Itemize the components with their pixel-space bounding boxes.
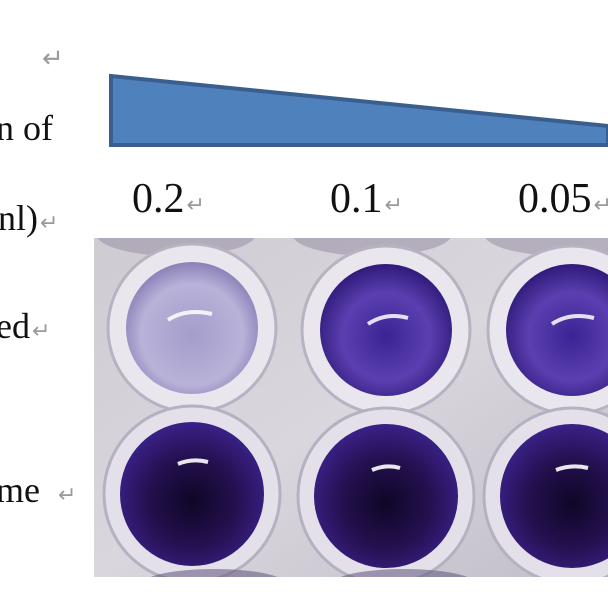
concentration-value: 0.1 [330, 176, 383, 222]
paragraph-mark: ↵ [57, 483, 77, 508]
well-mid [506, 264, 608, 396]
paragraph-mark: ↵ [384, 193, 403, 218]
paragraph-mark: ↵ [40, 211, 59, 236]
paragraph-mark: ↵ [186, 193, 205, 218]
row-label-2: nl)↵ [0, 198, 58, 244]
concentration-label-3: 0.05↵ [518, 176, 608, 229]
well-highlight [550, 314, 595, 326]
partial-well [340, 569, 468, 577]
well-dark [314, 424, 458, 568]
well-highlight [177, 458, 209, 466]
wedge-shape [109, 73, 608, 147]
paragraph-mark: ↵ [593, 193, 608, 218]
partial-well [150, 569, 278, 577]
concentration-label-2: 0.1↵ [330, 176, 403, 229]
row-label-4: me ↵ [0, 470, 76, 516]
well-pale [126, 262, 258, 394]
well-plate-photo [94, 238, 608, 577]
well-highlight [555, 464, 589, 472]
row-label-3: ed↵ [0, 306, 50, 352]
well-highlight [371, 464, 401, 472]
concentration-value: 0.05 [518, 176, 592, 222]
well-dark [500, 424, 608, 568]
concentration-wedge [109, 73, 608, 147]
row-label-1-text: n of [0, 108, 53, 148]
concentration-value: 0.2 [132, 176, 185, 222]
well-dark [120, 422, 264, 566]
row-label-2-text: nl) [0, 198, 38, 238]
row-label-3-text: ed [0, 306, 30, 346]
well-highlight [166, 310, 213, 322]
well-mid [320, 264, 452, 396]
paragraph-mark: ↵ [42, 44, 64, 74]
row-label-1: n of [0, 108, 53, 148]
paragraph-mark: ↵ [31, 319, 51, 344]
row-label-4-text: me [0, 470, 40, 510]
concentration-label-1: 0.2↵ [132, 176, 205, 229]
well-highlight [366, 314, 409, 326]
